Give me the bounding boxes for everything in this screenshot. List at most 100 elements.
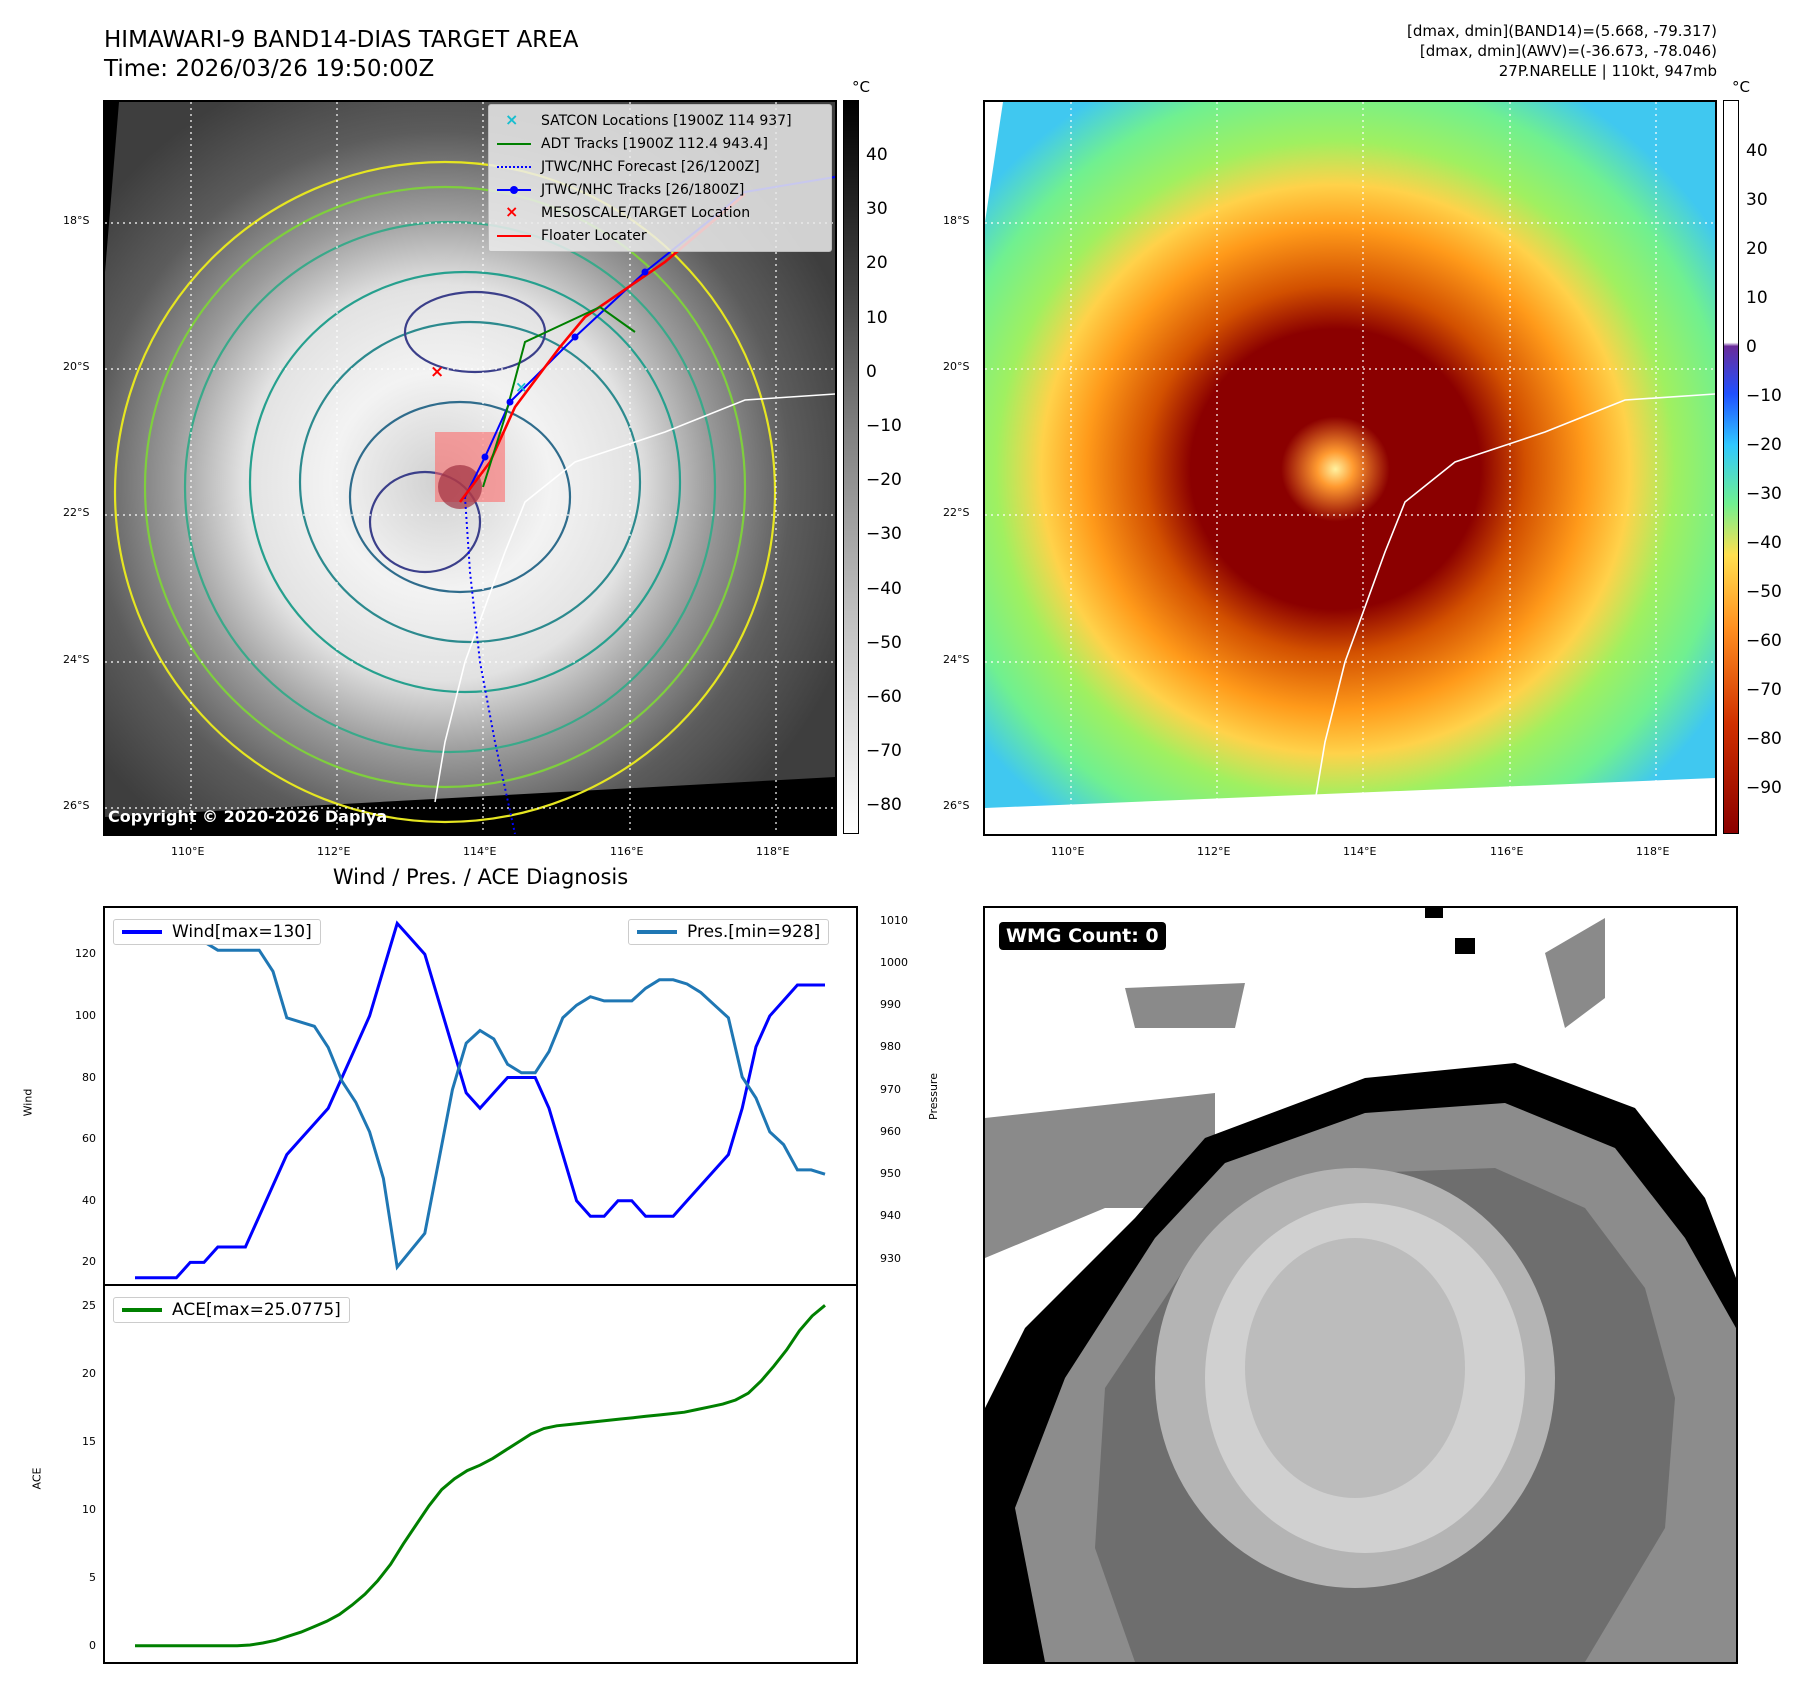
ir-color-map-panel: [983, 100, 1717, 836]
legend-item-satcon: × SATCON Locations [1900Z 114 937]: [495, 109, 825, 132]
legend-item-mesoscale: × MESOSCALE/TARGET Location: [495, 201, 825, 224]
gray-colorbar-tick: −40: [866, 578, 902, 599]
map-lon-label: 114°E: [463, 845, 497, 858]
color-colorbar-tick: 10: [1746, 288, 1768, 308]
color-colorbar-tick: −60: [1746, 631, 1782, 651]
map-lat-label: 24°S: [943, 653, 970, 666]
gray-colorbar: [843, 100, 859, 834]
map-lon-label: 110°E: [171, 845, 205, 858]
gray-colorbar-tick: −20: [866, 470, 902, 491]
line-dot-icon: [495, 182, 533, 198]
color-colorbar-tick: −10: [1746, 386, 1782, 406]
map-lat-label: 22°S: [943, 506, 970, 519]
axis-tick-label: 990: [880, 998, 901, 1012]
axis-tick-label: 40: [82, 1193, 96, 1207]
svg-text:×: ×: [515, 378, 528, 396]
x-marker-icon: ×: [505, 109, 519, 129]
info-storm-name: 27P.NARELLE | 110kt, 947mb: [1498, 62, 1717, 80]
axis-tick-label: 60: [82, 1132, 96, 1146]
pressure-legend: Pres.[min=928]: [628, 919, 830, 945]
wind-pressure-svg: [135, 920, 826, 1280]
map-lat-label: 22°S: [63, 506, 90, 519]
legend-item-forecast: JTWC/NHC Forecast [26/1200Z]: [495, 155, 825, 178]
gray-colorbar-tick: −70: [866, 741, 902, 762]
axis-tick-label: 940: [880, 1209, 901, 1223]
axis-tick-label: 1010: [880, 913, 908, 927]
axis-tick-label: 100: [75, 1008, 96, 1022]
map-lon-label: 116°E: [610, 845, 644, 858]
axis-tick-label: 5: [89, 1570, 96, 1584]
gray-colorbar-tick: 20: [866, 253, 888, 274]
wind-series-line: [135, 920, 825, 1280]
map-lat-label: 20°S: [943, 360, 970, 373]
map-lon-label: 118°E: [1636, 845, 1670, 858]
axis-tick-label: 1000: [880, 955, 908, 969]
gray-colorbar-tick: −10: [866, 416, 902, 436]
figure-title: HIMAWARI-9 BAND14-DIAS TARGET AREA: [104, 27, 579, 53]
legend-item-adt: ADT Tracks [1900Z 112.4 943.4]: [495, 132, 825, 155]
wind-axis-label: Wind: [21, 1088, 35, 1117]
gray-colorbar-tick: 30: [866, 199, 888, 220]
gray-colorbar-tick: −30: [866, 524, 902, 545]
wmg-panel: WMG Count: 0: [983, 906, 1738, 1664]
map-lon-label: 112°E: [1197, 845, 1231, 858]
color-colorbar-tick: 40: [1746, 141, 1768, 161]
color-colorbar-tick: 30: [1746, 190, 1768, 210]
legend-item-tracks: JTWC/NHC Tracks [26/1800Z]: [495, 178, 825, 201]
x-marker-icon: ×: [505, 201, 519, 221]
color-colorbar-tick: 0: [1746, 337, 1757, 357]
map-lon-label: 112°E: [317, 845, 351, 858]
ace-legend: ACE[max=25.0775]: [113, 1297, 350, 1323]
color-colorbar-tick: −30: [1746, 484, 1782, 504]
line-icon: [495, 228, 533, 244]
gray-colorbar-tick: −50: [866, 632, 902, 653]
map-lon-label: 114°E: [1343, 845, 1377, 858]
axis-tick-label: 20: [82, 1255, 96, 1269]
map-lat-label: 26°S: [943, 799, 970, 812]
axis-tick-label: 10: [82, 1502, 96, 1516]
wind-pressure-plot: [103, 906, 858, 1286]
axis-tick-label: 980: [880, 1040, 901, 1054]
line-icon: [495, 136, 533, 152]
color-colorbar-tick: −50: [1746, 582, 1782, 602]
gray-colorbar-tick: −60: [866, 687, 902, 707]
axis-tick-label: 970: [880, 1082, 901, 1096]
gray-colorbar-tick: −80: [866, 795, 902, 816]
color-colorbar-tick: 20: [1746, 239, 1768, 259]
map-legend: × SATCON Locations [1900Z 114 937] ADT Tr…: [488, 104, 832, 252]
gray-colorbar-tick: 10: [866, 307, 888, 328]
pressure-series-line: [135, 923, 826, 1271]
color-colorbar-tick: −20: [1746, 435, 1782, 455]
info-awv-range: [dmax, dmin](AWV)=(-36.673, -78.046): [1419, 42, 1717, 60]
color-colorbar-tick: −40: [1746, 533, 1782, 553]
map-lat-label: 18°S: [943, 214, 970, 227]
axis-tick-label: 15: [82, 1435, 96, 1449]
ir-color-map: [985, 102, 1715, 834]
map-lat-label: 20°S: [63, 360, 90, 373]
axis-tick-label: 20: [82, 1367, 96, 1381]
color-colorbar-tick: −80: [1746, 729, 1782, 749]
info-band14-range: [dmax, dmin](BAND14)=(5.668, -79.317): [1406, 22, 1717, 40]
map-lat-label: 24°S: [63, 653, 90, 666]
gray-colorbar-tick: 0: [866, 361, 877, 382]
pressure-axis-label: Pressure: [926, 1073, 940, 1120]
axis-tick-label: 960: [880, 1124, 901, 1138]
ace-plot: [103, 1284, 858, 1664]
map-lon-label: 118°E: [756, 845, 790, 858]
map-lat-label: 18°S: [63, 214, 90, 227]
gray-colorbar-tick: 40: [866, 145, 888, 165]
wmg-count-label: WMG Count: 0: [999, 922, 1166, 950]
figure-timestamp: Time: 2026/03/26 19:50:00Z: [104, 56, 435, 82]
map-lon-label: 116°E: [1490, 845, 1524, 858]
axis-tick-label: 80: [82, 1070, 96, 1084]
axis-tick-label: 930: [880, 1251, 901, 1265]
color-colorbar-unit: °C: [1732, 78, 1750, 96]
color-colorbar-tick: −90: [1746, 778, 1782, 798]
axis-tick-label: 0: [89, 1638, 96, 1652]
ace-axis-label: ACE: [30, 1467, 44, 1490]
color-colorbar: [1723, 100, 1739, 834]
map-lat-label: 26°S: [63, 799, 90, 812]
ace-svg: [135, 1304, 826, 1648]
legend-item-floater: Floater Locater: [495, 224, 825, 247]
wind-legend: Wind[max=130]: [113, 919, 321, 945]
